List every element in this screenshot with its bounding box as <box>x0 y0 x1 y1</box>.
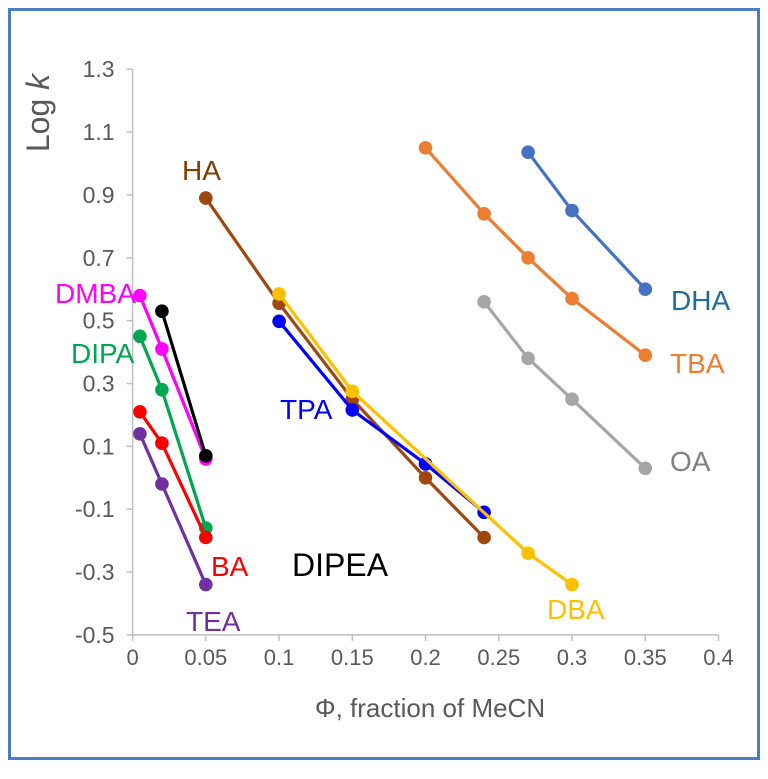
svg-text:0.2: 0.2 <box>410 645 441 670</box>
svg-text:0.7: 0.7 <box>83 245 115 271</box>
svg-text:0.25: 0.25 <box>477 645 520 670</box>
svg-text:0.3: 0.3 <box>83 371 115 397</box>
svg-text:DIPEA: DIPEA <box>292 547 389 583</box>
svg-text:0.05: 0.05 <box>184 645 227 670</box>
svg-text:1.1: 1.1 <box>83 119 115 145</box>
svg-text:0: 0 <box>126 645 138 670</box>
svg-text:0.4: 0.4 <box>703 645 734 670</box>
svg-text:Φ, fraction of MeCN: Φ, fraction of MeCN <box>315 693 545 723</box>
svg-text:TEA: TEA <box>186 606 241 637</box>
svg-text:DBA: DBA <box>547 594 605 625</box>
svg-text:OA: OA <box>670 446 711 477</box>
svg-text:DHA: DHA <box>671 285 730 316</box>
svg-text:BA: BA <box>211 551 249 582</box>
svg-text:0.5: 0.5 <box>83 308 115 334</box>
svg-text:-0.5: -0.5 <box>75 622 115 648</box>
svg-text:1.3: 1.3 <box>83 56 115 82</box>
svg-text:TBA: TBA <box>670 348 725 379</box>
svg-text:Log k: Log k <box>20 72 56 152</box>
svg-text:DIPA: DIPA <box>71 338 135 369</box>
svg-text:TPA: TPA <box>280 394 333 425</box>
svg-text:0.15: 0.15 <box>331 645 374 670</box>
svg-text:0.35: 0.35 <box>624 645 667 670</box>
svg-text:-0.1: -0.1 <box>75 496 115 522</box>
svg-text:0.3: 0.3 <box>557 645 588 670</box>
svg-text:HA: HA <box>182 155 221 186</box>
svg-text:-0.3: -0.3 <box>75 559 115 585</box>
svg-text:DMBA: DMBA <box>55 278 136 309</box>
svg-text:0.1: 0.1 <box>83 433 115 459</box>
svg-text:0.1: 0.1 <box>264 645 295 670</box>
svg-text:0.9: 0.9 <box>83 182 115 208</box>
